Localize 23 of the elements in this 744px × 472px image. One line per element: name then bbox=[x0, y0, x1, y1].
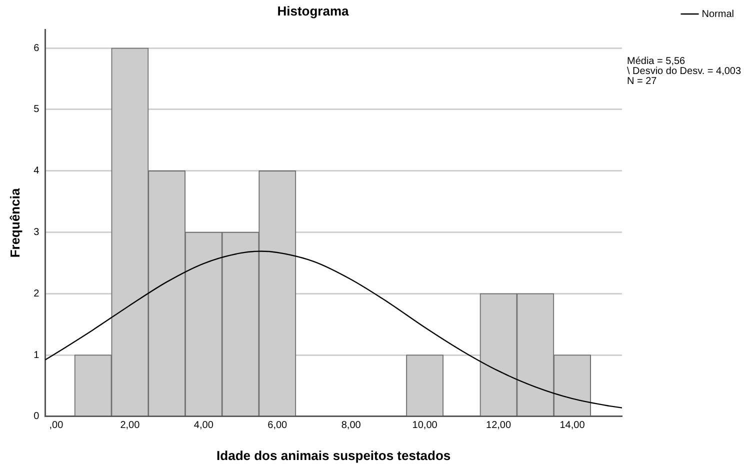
x-tick-label: 10,00 bbox=[412, 420, 438, 432]
y-axis-title: Frequência bbox=[7, 188, 22, 258]
chart-title: Histograma bbox=[277, 3, 350, 18]
legend-label: Normal bbox=[702, 9, 734, 20]
y-tick-label: 5 bbox=[34, 104, 40, 116]
x-tick-label: 2,00 bbox=[120, 420, 140, 432]
x-tick-label: 8,00 bbox=[341, 420, 362, 432]
x-tick-label: 4,00 bbox=[194, 420, 214, 432]
y-tick-label: 1 bbox=[34, 350, 40, 361]
x-tick-label: 12,00 bbox=[486, 420, 512, 432]
x-tick-label: ,00 bbox=[49, 420, 64, 432]
y-tick-label: 3 bbox=[34, 226, 40, 238]
y-tick-label: 0 bbox=[34, 411, 40, 422]
y-tick-label: 2 bbox=[34, 288, 40, 300]
x-axis-title: Idade dos animais suspeitos testados bbox=[216, 448, 451, 463]
x-tick-label: 6,00 bbox=[268, 420, 288, 432]
text: \ Desvio do Desv. = 4,003 bbox=[627, 66, 742, 77]
line-series bbox=[45, 250, 622, 408]
y-tick-label: 6 bbox=[34, 42, 40, 54]
text: Média = 5,56 bbox=[627, 56, 686, 67]
x-tick-label: 14,00 bbox=[560, 420, 586, 432]
y-tick-label: 4 bbox=[34, 166, 40, 177]
text: N = 27 bbox=[627, 76, 658, 87]
